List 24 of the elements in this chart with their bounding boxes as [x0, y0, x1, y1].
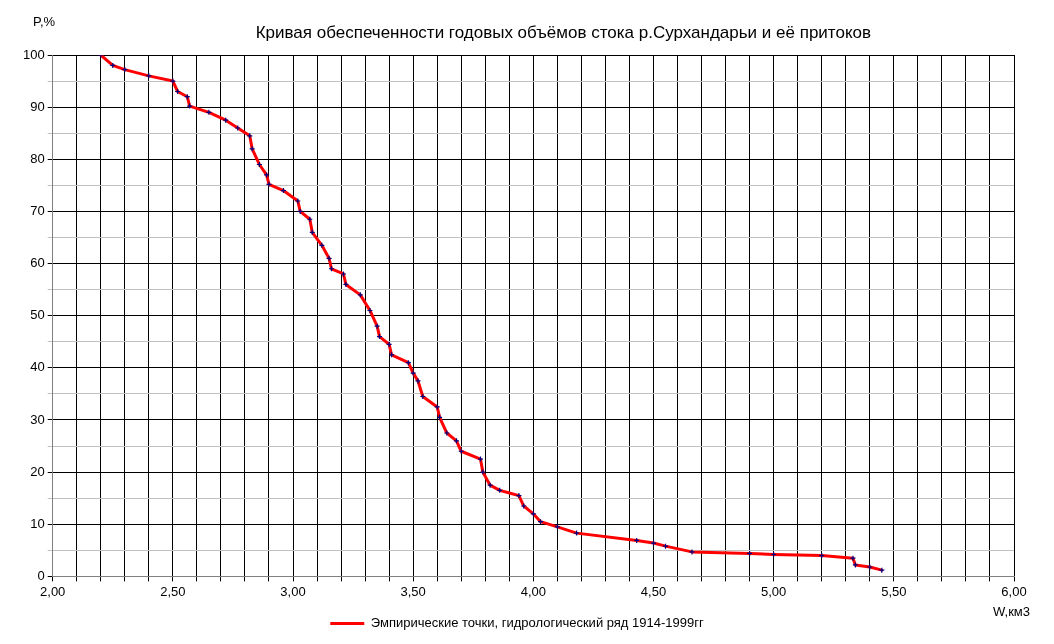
y-tick-label: 20 — [30, 463, 45, 479]
chart-title: Кривая обеспеченности годовых объёмов стока р.Сурхандарьи и её притоков — [255, 22, 872, 42]
x-tick-label: 3,00 — [280, 583, 306, 599]
y-tick-label: 30 — [30, 411, 45, 427]
x-tick-label: 5,00 — [761, 583, 787, 599]
y-axis-title: P,% — [33, 13, 56, 29]
y-tick-label: 40 — [30, 359, 45, 375]
x-tick-label: 3,50 — [400, 583, 426, 599]
y-tick-label: 0 — [37, 567, 45, 583]
x-tick-label: 2,50 — [160, 583, 186, 599]
y-tick-label: 70 — [30, 203, 45, 218]
x-tick-label: 5,50 — [881, 583, 907, 599]
x-tick-label: 4,00 — [520, 583, 546, 599]
y-tick-label: 60 — [30, 255, 45, 271]
x-tick-label: 6,00 — [1001, 583, 1027, 599]
x-tick-label: 2,00 — [40, 583, 66, 599]
y-tick-label: 50 — [30, 307, 45, 323]
y-tick-label: 80 — [30, 150, 45, 166]
legend-label: Эмпирические точки, гидрологический ряд 1914-1999гг — [370, 615, 704, 631]
y-tick-label: 10 — [30, 515, 45, 531]
x-axis-title: W,км3 — [992, 603, 1030, 619]
y-tick-label: 90 — [30, 98, 45, 114]
y-tick-label: 100 — [22, 46, 45, 62]
x-tick-label: 4,50 — [640, 583, 667, 599]
